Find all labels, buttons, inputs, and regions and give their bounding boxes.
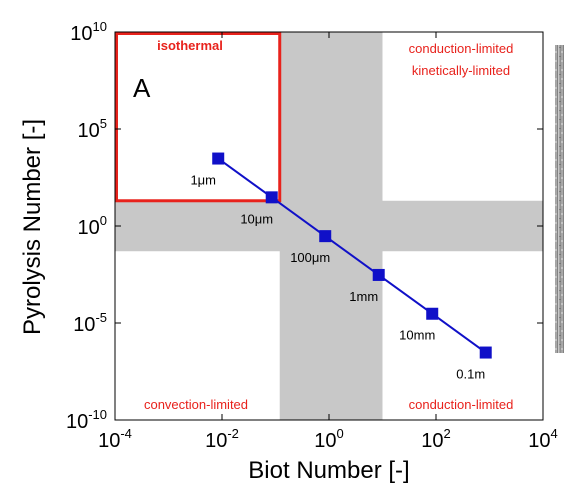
x-tick-label: 104 <box>528 426 557 452</box>
y-tick-label: 10-5 <box>73 310 107 336</box>
y-tick-label: 10-10 <box>66 407 107 433</box>
data-point <box>426 307 439 320</box>
x-tick-label: 10-2 <box>205 426 239 452</box>
data-point <box>319 230 332 243</box>
point-label: 1mm <box>349 289 378 304</box>
x-tick-label: 102 <box>421 426 450 452</box>
isothermal-box <box>115 32 282 203</box>
y-tick-label: 1010 <box>70 19 107 45</box>
region-isothermal: isothermal <box>157 38 223 53</box>
x-axis-title: Biot Number [-] <box>248 457 409 484</box>
gray-bands <box>115 32 543 420</box>
data-point <box>372 268 385 281</box>
y-axis-title: Pyrolysis Number [-] <box>19 119 46 335</box>
point-label: 1μm <box>190 173 216 188</box>
point-label: 100μm <box>290 250 330 265</box>
axis-ticks <box>114 31 544 421</box>
region-convection-limited: convection-limited <box>144 397 248 412</box>
x-tick-label: 100 <box>314 426 343 452</box>
tick-labels: 10-4 10-2 100 102 104 10-10 10-5 100 105 1010 <box>66 19 558 452</box>
point-label: 0.1m <box>456 367 485 382</box>
point-labels: 1μm 10μm 100μm 1mm 10mm 0.1m <box>190 173 485 382</box>
data-point <box>479 346 492 359</box>
data-points <box>212 152 492 359</box>
horizontal-band <box>115 200 543 252</box>
panel-label: A <box>133 73 151 103</box>
region-kinetically-limited: kinetically-limited <box>412 63 510 78</box>
region-conduction-limited-top: conduction-limited <box>409 41 514 56</box>
y-tick-label: 105 <box>78 116 107 142</box>
series-polyline <box>217 157 487 354</box>
y-tick-label: 100 <box>78 213 107 239</box>
data-point <box>265 191 278 204</box>
x-tick-label: 10-4 <box>98 426 132 452</box>
isothermal-box-rect <box>115 32 282 203</box>
series-line <box>217 157 487 354</box>
region-conduction-limited-bottom: conduction-limited <box>409 397 514 412</box>
photo-strip <box>555 45 564 353</box>
point-label: 10mm <box>399 328 435 343</box>
data-point <box>212 152 225 165</box>
point-label: 10μm <box>240 211 273 226</box>
